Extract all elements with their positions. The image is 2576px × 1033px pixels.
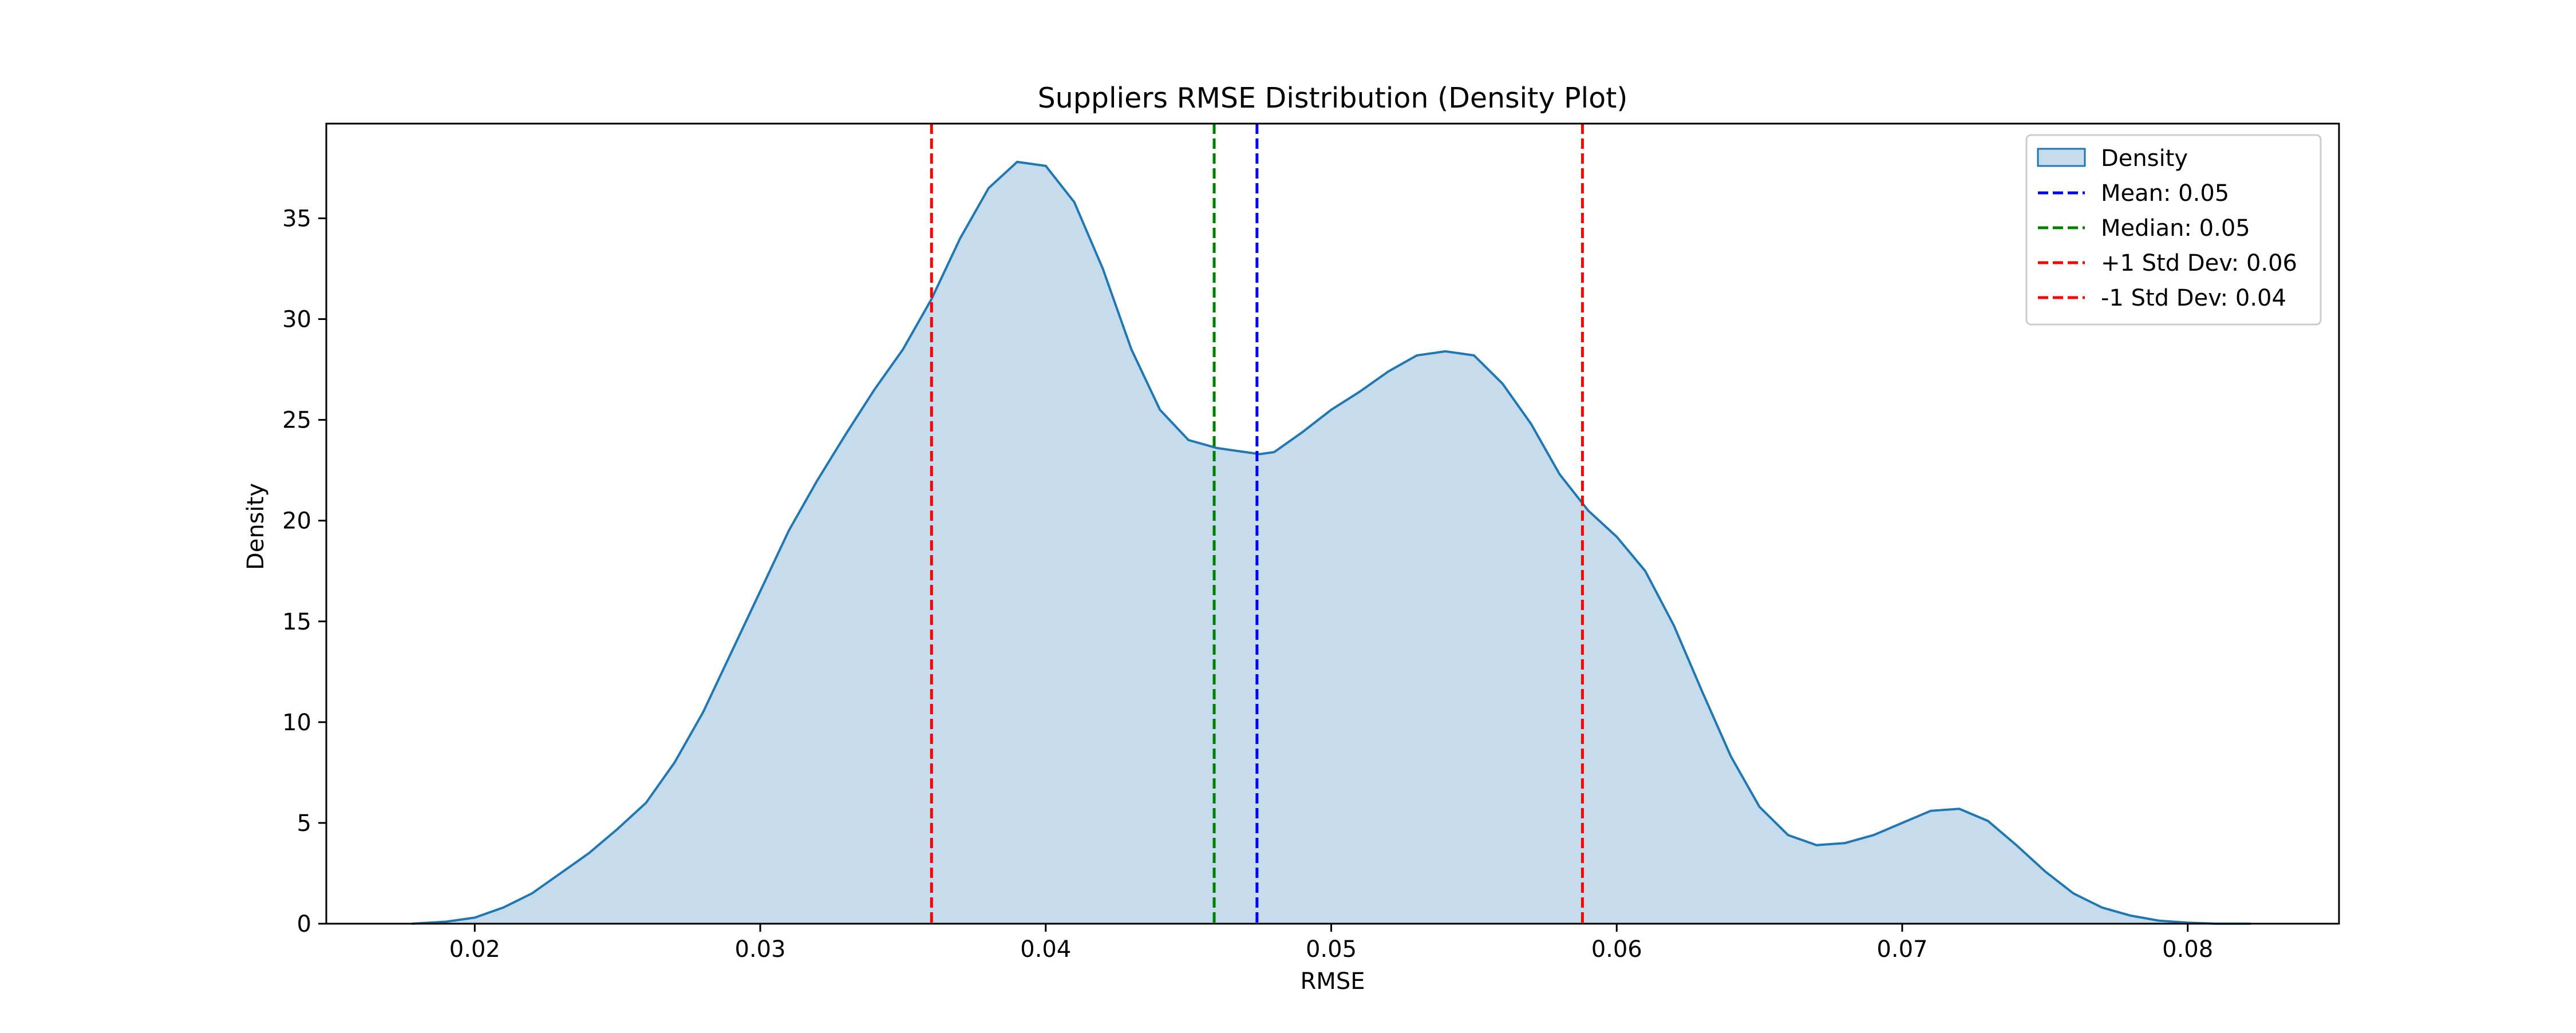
plot-area <box>412 160 2251 925</box>
y-tick-label-5: 25 <box>282 407 311 434</box>
legend-label-vline-0: Mean: 0.05 <box>2101 180 2229 207</box>
y-tick-label-6: 30 <box>282 307 311 333</box>
x-tick-label-1: 0.03 <box>735 936 786 963</box>
legend: Density Mean: 0.05 Median: 0.05 +1 Std Dev:… <box>2025 134 2322 326</box>
x-axis-label: RMSE <box>1301 968 1365 995</box>
y-tick-label-7: 35 <box>282 206 311 232</box>
x-tick-label-0: 0.02 <box>449 936 500 963</box>
y-tick-label-3: 15 <box>282 609 311 635</box>
x-tick-label-6: 0.08 <box>2162 936 2213 963</box>
chart-title: Suppliers RMSE Distribution (Density Plo… <box>1038 82 1628 114</box>
legend-swatch-density <box>2037 148 2086 167</box>
legend-box <box>2025 134 2322 326</box>
y-tick-label-2: 10 <box>282 710 311 736</box>
legend-label-vline-1: Median: 0.05 <box>2101 215 2250 242</box>
density-line-0 <box>412 160 2251 925</box>
y-axis-label: Density <box>243 483 269 570</box>
x-tick-label-3: 0.05 <box>1306 936 1357 963</box>
x-tick-label-5: 0.07 <box>1876 936 1927 963</box>
density-area-0 <box>412 161 2251 924</box>
x-tick-label-4: 0.06 <box>1591 936 1642 963</box>
legend-label-vline-3: -1 Std Dev: 0.04 <box>2101 285 2286 311</box>
plot-frame <box>325 122 2340 925</box>
y-tick-label-0: 0 <box>297 911 311 937</box>
legend-label-vline-2: +1 Std Dev: 0.06 <box>2101 250 2297 276</box>
x-tick-label-2: 0.04 <box>1020 936 1071 963</box>
y-tick-label-1: 5 <box>297 810 311 837</box>
axes: 0.02 0.03 0.04 0.05 0.06 0.07 0.08 0 5 10 15 20 25 30… <box>282 122 2340 963</box>
y-tick-label-4: 20 <box>282 508 311 535</box>
legend-label-density: Density <box>2101 145 2188 172</box>
